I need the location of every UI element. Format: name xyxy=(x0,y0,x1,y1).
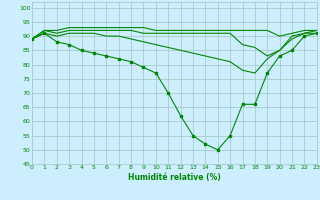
X-axis label: Humidité relative (%): Humidité relative (%) xyxy=(128,173,221,182)
